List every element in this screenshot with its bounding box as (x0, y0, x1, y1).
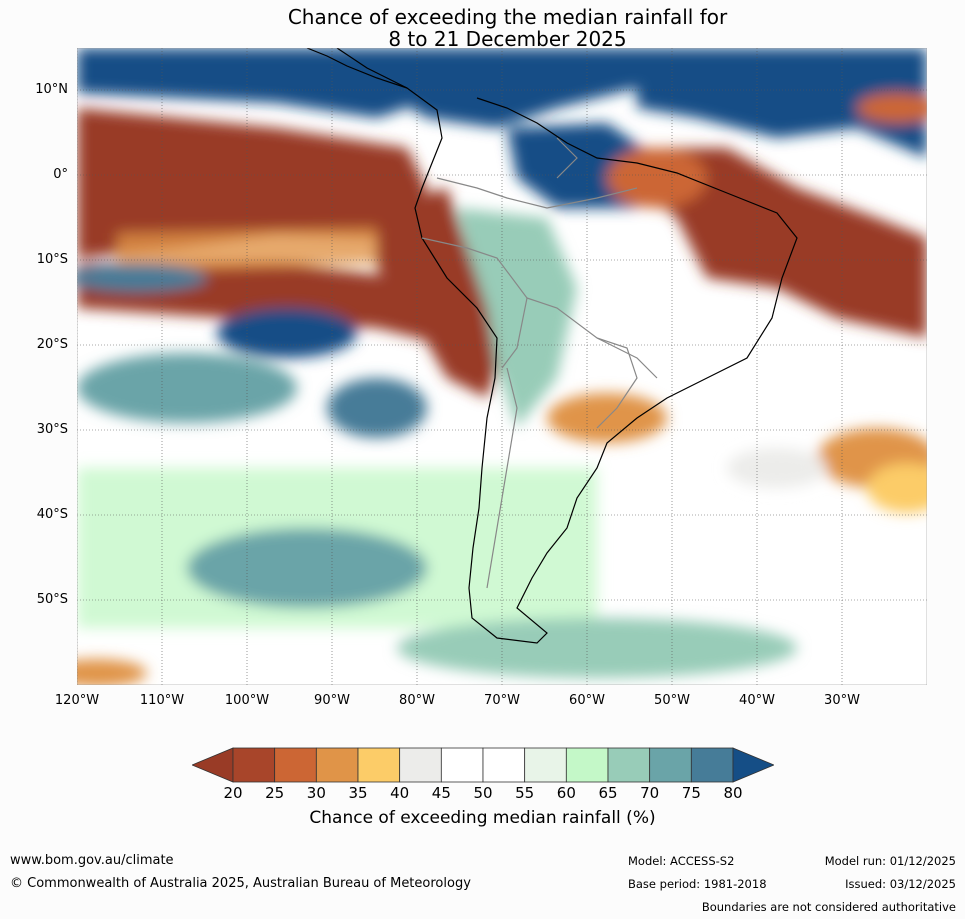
lat-label-10s: 10°S (36, 252, 68, 267)
orange-patch-brazil-east (607, 148, 707, 208)
blue-region-north-pacific (77, 48, 407, 118)
lon-label-120w: 120°W (54, 693, 100, 708)
brown-region-east-pacific (77, 108, 427, 258)
colorbar-tick-55: 55 (515, 784, 535, 802)
teal-patch-5 (397, 618, 797, 678)
south-america-coastline (336, 48, 798, 644)
colorbar-tick-75: 75 (681, 784, 701, 802)
country-borders (421, 137, 658, 589)
teal-patch-3 (187, 528, 427, 608)
graticule (77, 48, 927, 685)
blue-patch-south-pacific (217, 308, 357, 358)
colorbar-tick-65: 65 (598, 784, 618, 802)
lon-label-110w: 110°W (139, 693, 185, 708)
colorbar-tick-60: 60 (556, 784, 576, 802)
colorbar-under-triangle (192, 747, 234, 783)
yellow-patch-south-atlantic (867, 463, 927, 513)
colorbar-tick-70: 70 (640, 784, 660, 802)
orange-patch-south-pacific-corner (77, 659, 147, 685)
colorbar-tick-80: 80 (723, 784, 743, 802)
colorbar-swatch-75-80 (690, 747, 734, 783)
lon-label-60w: 60°W (569, 693, 605, 708)
colorbar-tick-20: 20 (223, 784, 243, 802)
copyright-text: © Commonwealth of Australia 2025, Austra… (10, 876, 471, 891)
colorbar-swatch-70-75 (649, 747, 692, 783)
lat-label-40s: 40°S (36, 507, 68, 522)
grey-patch-1 (727, 448, 827, 488)
teal-patch-2 (327, 378, 427, 438)
colorbar-swatch-50-55 (482, 747, 526, 783)
orange-patch-atlantic-north (857, 93, 927, 123)
lat-label-0: 0° (53, 167, 68, 182)
model-run-date: Model run: 01/12/2025 (824, 854, 956, 868)
colorbar-tick-30: 30 (306, 784, 326, 802)
blue-region-north-atlantic (637, 48, 927, 158)
chart-title-line2: 8 to 21 December 2025 (388, 27, 627, 51)
lon-label-50w: 50°W (654, 693, 690, 708)
lon-label-80w: 80°W (399, 693, 435, 708)
colorbar-title: Chance of exceeding median rainfall (%) (309, 808, 656, 828)
boundaries-disclaimer: Boundaries are not considered authoritat… (701, 900, 956, 914)
lon-label-100w: 100°W (224, 693, 270, 708)
issued-date: Issued: 03/12/2025 (845, 877, 956, 891)
colorbar-swatch-40-45 (399, 747, 442, 783)
colorbar-tick-50: 50 (473, 784, 493, 802)
base-period: Base period: 1981-2018 (628, 877, 767, 891)
colorbar-swatch-35-40 (357, 747, 401, 783)
lon-label-40w: 40°W (739, 693, 775, 708)
lon-label-30w: 30°W (824, 693, 860, 708)
lat-label-20s: 20°S (36, 337, 68, 352)
blue-region-caribbean (307, 48, 637, 128)
colorbar-swatch-25-30 (274, 747, 317, 783)
lat-label-50s: 50°S (36, 592, 68, 607)
colorbar-swatch-60-65 (565, 747, 609, 783)
colorbar-swatch-20-25 (232, 747, 276, 783)
colorbar-swatch-55-60 (524, 747, 567, 783)
lon-label-70w: 70°W (484, 693, 520, 708)
rainfall-map (77, 48, 927, 685)
colorbar-swatch-65-70 (607, 747, 651, 783)
colorbar-over-triangle (732, 747, 774, 783)
website-link[interactable]: www.bom.gov.au/climate (10, 853, 174, 868)
chart-title-line1: Chance of exceeding the median rainfall … (287, 5, 728, 29)
colorbar (192, 747, 774, 783)
colorbar-swatch-30-35 (315, 747, 359, 783)
teal-patch-1 (77, 353, 297, 423)
colorbar-tick-45: 45 (431, 784, 451, 802)
brown-region-brazil (637, 148, 927, 338)
teal-patch-4 (77, 264, 207, 292)
lat-label-30s: 30°S (36, 422, 68, 437)
model-name: Model: ACCESS-S2 (628, 854, 735, 868)
central-america-coastline (306, 48, 408, 89)
brown-region-coast (377, 188, 497, 398)
green-region-andes (457, 208, 577, 428)
orange-band-pacific (117, 228, 377, 273)
lat-label-10n: 10°N (35, 82, 68, 97)
colorbar-swatch-45-50 (440, 747, 484, 783)
colorbar-tick-35: 35 (348, 784, 368, 802)
colorbar-tick-40: 40 (390, 784, 410, 802)
colorbar-tick-25: 25 (265, 784, 285, 802)
lon-label-90w: 90°W (314, 693, 350, 708)
